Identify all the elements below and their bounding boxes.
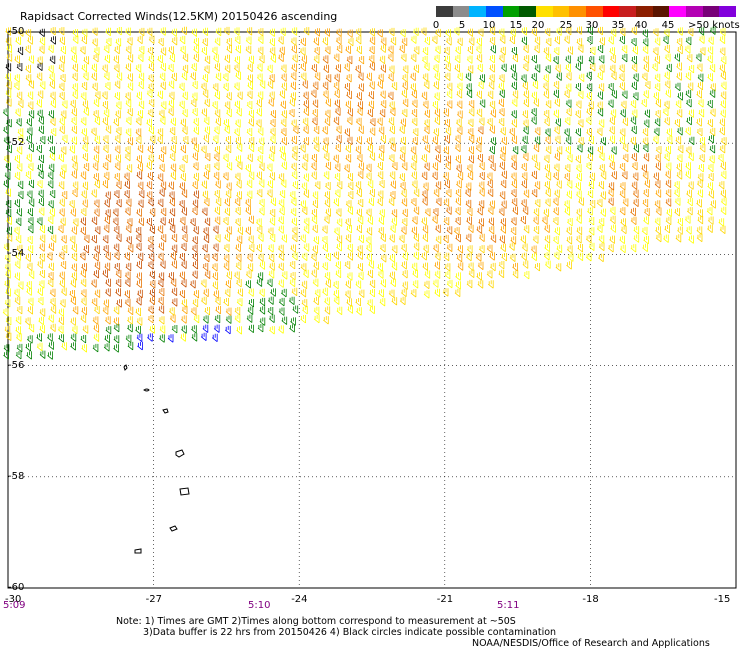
island-outline xyxy=(123,364,128,371)
footnote-credit: NOAA/NESDIS/Office of Research and Appli… xyxy=(472,638,710,649)
legend-swatch xyxy=(652,6,670,17)
latitude-label: -50 xyxy=(8,26,25,37)
legend-swatch xyxy=(669,6,686,17)
longitude-label: -27 xyxy=(145,594,162,605)
legend-swatch xyxy=(635,6,653,17)
legend-label: 30 xyxy=(585,20,599,31)
legend-swatch xyxy=(685,6,703,17)
island-outline xyxy=(175,449,185,458)
legend-swatch xyxy=(452,6,470,17)
wind-barb-group xyxy=(79,55,672,315)
legend-label: 10 xyxy=(482,20,496,31)
island-outline xyxy=(143,388,150,392)
legend-label: 45 xyxy=(661,20,675,31)
latitude-label: -58 xyxy=(8,470,25,482)
legend-swatch xyxy=(552,6,570,17)
legend-swatch xyxy=(719,6,736,17)
legend-swatch xyxy=(469,6,486,17)
legend-swatch xyxy=(519,6,536,17)
time-label: 5:11 xyxy=(497,600,520,611)
island-outline xyxy=(134,548,142,554)
wind-barbs xyxy=(2,26,727,360)
longitude-label: -21 xyxy=(436,594,454,605)
island-outline xyxy=(162,408,169,414)
time-label: 5:10 xyxy=(248,600,271,611)
wind-barb-group xyxy=(2,27,727,353)
legend-swatch xyxy=(585,6,603,17)
wind-barb-group xyxy=(136,324,231,351)
wind-barb-group xyxy=(4,26,727,342)
latitude-label: -60 xyxy=(8,582,25,593)
wind-barb-group xyxy=(39,28,672,333)
legend-label: 35 xyxy=(611,20,625,31)
legend-label: >50 knots xyxy=(688,20,740,31)
legend-label: 15 xyxy=(509,20,523,31)
legend-swatch xyxy=(602,6,620,17)
island-outline xyxy=(179,487,190,496)
legend-swatch xyxy=(702,6,720,17)
wind-barb-group xyxy=(5,28,56,72)
legend-swatch xyxy=(502,6,520,17)
island-outlines xyxy=(123,364,190,554)
latitude-label: -56 xyxy=(8,359,25,371)
island-outline xyxy=(169,525,178,532)
map-title: Rapidsact Corrected Winds(12.5KM) 201504… xyxy=(20,10,338,23)
wind-speed-legend: 0 5 10 15 20 25 30 35 40 45 >50 knots xyxy=(432,6,740,34)
longitude-label: -18 xyxy=(582,594,599,605)
longitude-label: -30 xyxy=(5,594,22,605)
wind-barb-group xyxy=(2,26,716,360)
legend-swatch xyxy=(535,6,553,17)
latitude-label: -52 xyxy=(8,137,25,149)
legend-swatch xyxy=(569,6,586,17)
legend-label: 25 xyxy=(559,20,573,31)
legend-label: 40 xyxy=(634,20,648,31)
footnote-line-2: 3)Data buffer is 22 hrs from 20150426 4)… xyxy=(143,627,557,638)
legend-label: 0 xyxy=(432,20,440,31)
legend-color-bar xyxy=(436,6,736,17)
legend-label: 5 xyxy=(458,20,466,31)
longitude-label: -24 xyxy=(291,594,308,605)
legend-swatch xyxy=(436,6,453,17)
wind-barb-group xyxy=(80,171,219,314)
legend-swatch xyxy=(619,6,636,17)
footnote-line-1: Note: 1) Times are GMT 2)Times along bot… xyxy=(116,616,516,627)
legend-label: 20 xyxy=(531,20,545,31)
latitude-label: -54 xyxy=(8,248,25,260)
longitude-label: -15 xyxy=(714,594,731,605)
legend-swatch xyxy=(485,6,503,17)
time-label: 5:09 xyxy=(3,600,26,611)
